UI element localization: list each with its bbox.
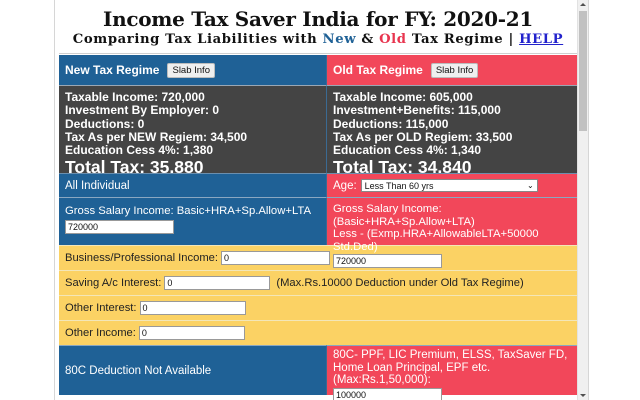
old-salary-cell: Gross Salary Income: (Basic+HRA+Sp.Allow… <box>327 197 577 268</box>
page-title: Income Tax Saver India for FY: 2020-21 <box>103 7 533 31</box>
old-taxable-income: Taxable Income: 605,000 <box>333 90 473 104</box>
age-label: Age: <box>333 179 357 192</box>
saving-interest-row: Saving A/c Interest: 0 (Max.Rs.10000 Ded… <box>59 270 577 295</box>
other-income-input[interactable]: 0 <box>138 326 245 340</box>
age-cell: Age: Less Than 60 yrs ⌄ <box>327 173 577 197</box>
old-deductions: Deductions: 115,000 <box>333 116 449 131</box>
deduction-80c-row: 80C Deduction Not Available 80C- PPF, LI… <box>59 345 577 400</box>
old-tax: Tax As per OLD Regiem: 33,500 <box>333 129 513 144</box>
subtitle-suffix: Tax Regime | <box>411 32 514 47</box>
new-investment: Investment By Employer: 0 <box>65 103 220 118</box>
other-interest-row: Other Interest: 0 <box>59 295 577 320</box>
old-80c-label-1: 80C- PPF, LIC Premium, ELSS, TaxSaver FD… <box>333 349 568 361</box>
old-80c-label-2: Home Loan Principal, EPF etc. (Max:Rs.1,… <box>333 361 491 387</box>
new-tax: Tax As per NEW Regiem: 34,500 <box>65 129 248 144</box>
old-regime-summary: Taxable Income: 605,000 Investment+Benef… <box>327 86 577 177</box>
help-link[interactable]: HELP <box>519 32 564 47</box>
new-salary-label: Gross Salary Income: Basic+HRA+Sp.Allow+… <box>65 205 312 217</box>
old-investment: Investment+Benefits: 115,000 <box>333 103 501 118</box>
new-total-tax: Total Tax: 35,880 <box>65 157 204 178</box>
category-row: All Individual Age: Less Than 60 yrs ⌄ <box>59 173 577 197</box>
age-selected-value: Less Than 60 yrs <box>364 180 434 191</box>
new-regime-summary: Taxable Income: 720,000 Investment By Em… <box>59 86 327 177</box>
new-regime-header: New Tax Regime Slab Info <box>59 55 327 86</box>
new-salary-input[interactable]: 720000 <box>65 219 174 234</box>
other-interest-label: Other Interest: <box>65 302 137 314</box>
saving-interest-label: Saving A/c Interest: <box>65 277 162 289</box>
subtitle-old: Old <box>379 32 407 47</box>
tax-comparison-table: New Tax Regime Slab Info Old Tax Regime … <box>59 55 577 400</box>
page-subtitle: Comparing Tax Liabilities with New & Old… <box>59 31 577 49</box>
old-cess: Education Cess 4%: 1,340 <box>333 143 482 158</box>
old-slab-info-button[interactable]: Slab Info <box>430 62 479 78</box>
new-category: All Individual <box>59 173 327 197</box>
chevron-down-icon: ⌄ <box>526 181 534 190</box>
age-select[interactable]: Less Than 60 yrs ⌄ <box>360 179 538 192</box>
old-salary-input[interactable]: 720000 <box>333 254 442 268</box>
regime-header-row: New Tax Regime Slab Info Old Tax Regime … <box>59 55 577 86</box>
salary-row: Gross Salary Income: Basic+HRA+Sp.Allow+… <box>59 197 577 268</box>
header: Income Tax Saver India for FY: 2020-21 C… <box>59 7 577 54</box>
new-80c-cell: 80C Deduction Not Available <box>59 345 327 395</box>
business-income-row: Business/Professional Income: 0 <box>59 245 577 270</box>
saving-interest-input[interactable]: 0 <box>164 276 271 290</box>
subtitle-new: New <box>322 32 357 47</box>
summary-row: Taxable Income: 720,000 Investment By Em… <box>59 86 577 177</box>
old-regime-header: Old Tax Regime Slab Info <box>327 55 577 86</box>
old-salary-label-1: Gross Salary Income: (Basic+HRA+Sp.Allow… <box>333 203 475 228</box>
vertical-scrollbar[interactable] <box>577 0 588 400</box>
scroll-up-arrow-icon[interactable] <box>580 3 586 6</box>
popup-content: Income Tax Saver India for FY: 2020-21 C… <box>59 0 577 400</box>
subtitle-prefix: Comparing Tax Liabilities with <box>72 32 318 47</box>
other-income-label: Other Income: <box>65 327 136 339</box>
business-income-label: Business/Professional Income: <box>65 252 218 264</box>
old-regime-title: Old Tax Regime <box>333 63 423 77</box>
old-80c-cell: 80C- PPF, LIC Premium, ELSS, TaxSaver FD… <box>327 345 577 400</box>
old-80c-input[interactable]: 100000 <box>333 387 442 400</box>
extension-popup: Income Tax Saver India for FY: 2020-21 C… <box>54 0 589 400</box>
new-slab-info-button[interactable]: Slab Info <box>167 62 215 78</box>
subtitle-amp: & <box>361 32 374 47</box>
new-taxable-income: Taxable Income: 720,000 <box>65 90 205 104</box>
new-deductions: Deductions: 0 <box>65 116 145 131</box>
other-interest-input[interactable]: 0 <box>139 301 246 315</box>
new-regime-title: New Tax Regime <box>65 63 160 77</box>
other-income-row: Other Income: 0 <box>59 320 577 345</box>
new-80c-label: 80C Deduction Not Available <box>65 364 212 377</box>
scroll-thumb[interactable] <box>579 11 587 131</box>
new-cess: Education Cess 4%: 1,380 <box>65 143 214 158</box>
saving-interest-note: (Max.Rs.10000 Deduction under Old Tax Re… <box>276 277 524 289</box>
old-salary-label-2: Less - (Exmp.HRA+AllowableLTA+50000 Std.… <box>333 228 539 253</box>
scroll-down-arrow-icon[interactable] <box>580 394 586 397</box>
new-salary-cell: Gross Salary Income: Basic+HRA+Sp.Allow+… <box>59 197 327 245</box>
business-income-input[interactable]: 0 <box>220 251 330 265</box>
old-total-tax: Total Tax: 34,840 <box>333 157 472 178</box>
header-divider <box>59 53 577 54</box>
